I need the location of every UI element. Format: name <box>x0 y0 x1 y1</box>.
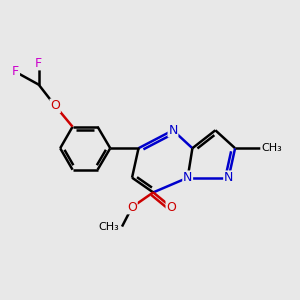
Text: F: F <box>35 57 42 70</box>
Text: CH₃: CH₃ <box>261 143 282 153</box>
Text: N: N <box>183 171 192 184</box>
Text: O: O <box>166 201 176 214</box>
Text: N: N <box>224 171 233 184</box>
Text: O: O <box>127 201 137 214</box>
Text: F: F <box>12 65 19 79</box>
Text: CH₃: CH₃ <box>98 222 119 232</box>
Text: O: O <box>50 99 60 112</box>
Text: N: N <box>168 124 178 137</box>
